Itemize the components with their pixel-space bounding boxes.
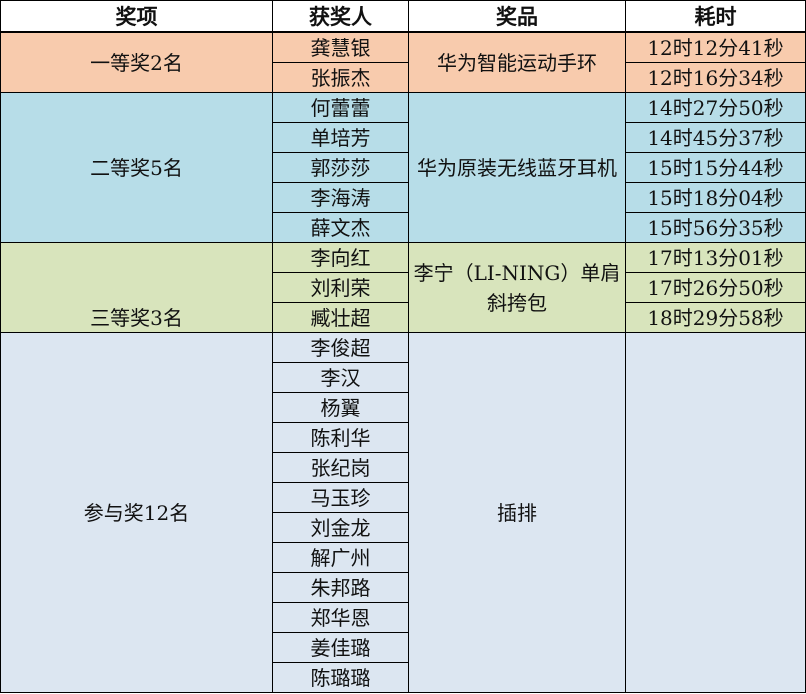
winner-name: 解广州 — [272, 542, 409, 573]
winner-name: 臧壮超 — [272, 302, 409, 333]
winner-name: 李俊超 — [272, 332, 409, 363]
winner-name: 陈璐璐 — [272, 662, 409, 693]
elapsed-time: 15时56分35秒 — [625, 212, 806, 243]
winner-name: 姜佳璐 — [272, 632, 409, 663]
winner-name: 李向红 — [272, 242, 409, 273]
prize: 李宁（LI-NING）单肩斜挎包 — [408, 242, 626, 333]
winner-name: 杨翼 — [272, 392, 409, 423]
winner-name: 朱邦路 — [272, 572, 409, 603]
elapsed-time-empty — [625, 332, 806, 693]
elapsed-time: 18时29分58秒 — [625, 302, 806, 333]
award-level: 参与奖12名 — [0, 332, 273, 693]
header-winner: 获奖人 — [272, 0, 409, 33]
winner-name: 马玉珍 — [272, 482, 409, 513]
elapsed-time: 12时16分34秒 — [625, 62, 806, 93]
header-prize: 奖品 — [408, 0, 626, 33]
winner-name: 刘利荣 — [272, 272, 409, 303]
award-level: 一等奖2名 — [0, 31, 273, 93]
prize: 华为原装无线蓝牙耳机 — [408, 92, 626, 243]
table-row: 三等奖3名 李向红 李宁（LI-NING）单肩斜挎包 17时13分01秒 — [0, 242, 806, 333]
header-time: 耗时 — [625, 0, 806, 33]
elapsed-time: 14时45分37秒 — [625, 122, 806, 153]
elapsed-time: 15时18分04秒 — [625, 182, 806, 213]
winner-name: 何蕾蕾 — [272, 92, 409, 123]
winner-name: 李汉 — [272, 362, 409, 393]
winner-name: 刘金龙 — [272, 512, 409, 543]
table-row: 二等奖5名 何蕾蕾 华为原装无线蓝牙耳机 14时27分50秒 — [0, 92, 806, 243]
award-level: 三等奖3名 — [0, 242, 273, 333]
award-level: 二等奖5名 — [0, 92, 273, 243]
winner-name: 李海涛 — [272, 182, 409, 213]
winner-name: 陈利华 — [272, 422, 409, 453]
elapsed-time: 17时26分50秒 — [625, 272, 806, 303]
winner-name: 薛文杰 — [272, 212, 409, 243]
winner-name: 郭莎莎 — [272, 152, 409, 183]
elapsed-time: 14时27分50秒 — [625, 92, 806, 123]
winner-name: 龚慧银 — [272, 31, 409, 63]
table-row: 郭莎莎 15时15分44秒 — [0, 152, 806, 183]
table-row: 一等奖2名 龚慧银 华为智能运动手环 12时12分41秒 — [0, 31, 806, 93]
elapsed-time: 15时15分44秒 — [625, 152, 806, 183]
winner-name: 张纪岗 — [272, 452, 409, 483]
elapsed-time: 12时12分41秒 — [625, 31, 806, 63]
prize: 华为智能运动手环 — [408, 31, 626, 93]
table-row: 参与奖12名 李俊超 插排 — [0, 332, 806, 693]
header-award: 奖项 — [0, 0, 273, 33]
elapsed-time: 17时13分01秒 — [625, 242, 806, 273]
winner-name: 单培芳 — [272, 122, 409, 153]
winner-name: 张振杰 — [272, 62, 409, 93]
prize: 插排 — [408, 332, 626, 693]
header-row: 奖项 获奖人 奖品 耗时 — [0, 0, 806, 33]
winner-name: 郑华恩 — [272, 602, 409, 633]
